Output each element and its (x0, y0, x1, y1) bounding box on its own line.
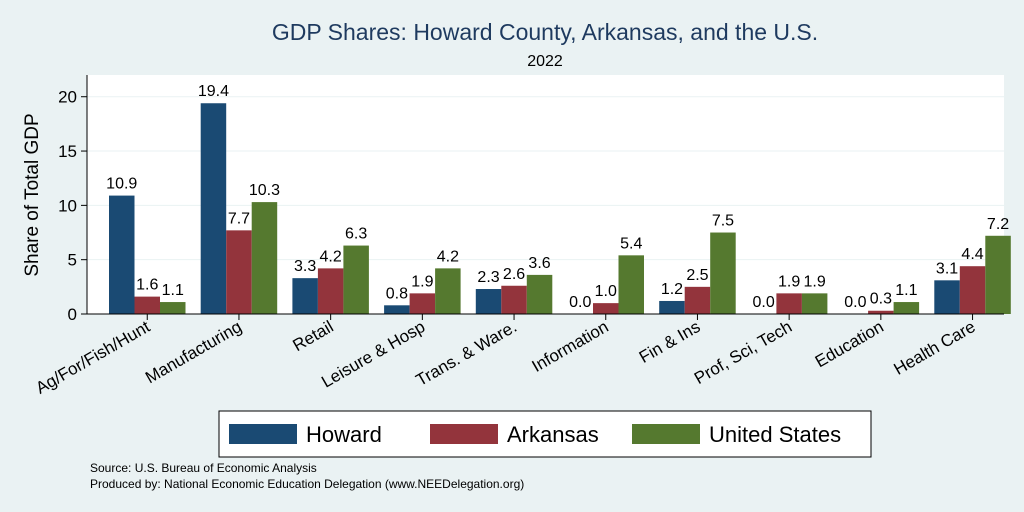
bar-united-states (801, 293, 828, 314)
x-tick-label: Retail (290, 317, 337, 355)
data-label: 1.6 (136, 277, 158, 294)
legend-label-arkansas: Arkansas (507, 422, 599, 447)
bar-howard (384, 305, 410, 314)
bar-howard (200, 103, 227, 314)
bar-arkansas (868, 310, 894, 314)
bar-united-states (618, 255, 644, 314)
bar-arkansas (684, 286, 711, 314)
bars (109, 103, 1011, 314)
source-note: Source: U.S. Bureau of Economic Analysis (90, 461, 317, 475)
data-label: 10.3 (249, 182, 280, 199)
data-label: 6.3 (345, 226, 367, 243)
bar-howard (659, 300, 685, 314)
data-label: 1.1 (162, 282, 184, 299)
chart-subtitle: 2022 (527, 53, 563, 70)
legend-label-howard: Howard (306, 422, 382, 447)
x-tick-label: Education (812, 317, 887, 371)
data-label: 1.9 (804, 273, 826, 290)
bar-howard (292, 278, 318, 314)
x-tick-label: Prof, Sci, Tech (691, 317, 795, 388)
data-labels: 10.91.6 1.119.47.710.33.34.26.30.81.94.22… (106, 83, 1009, 311)
data-label: 10.9 (106, 176, 137, 193)
data-label: 4.2 (437, 248, 459, 265)
data-label: 1.1 (895, 282, 917, 299)
x-tick-label: Ag/For/Fish/Hunt (32, 317, 153, 398)
y-tick-label: 10 (58, 196, 77, 215)
data-label: 4.2 (320, 248, 342, 265)
y-tick-label: 15 (58, 142, 77, 161)
bar-arkansas (409, 293, 436, 314)
y-tick-label: 20 (58, 88, 77, 107)
data-label: 5.4 (620, 235, 642, 252)
bar-united-states (985, 235, 1011, 314)
x-tick-label: Health Care (890, 317, 978, 379)
bar-arkansas (501, 285, 527, 314)
x-tick-label: Trans. & Ware. (413, 317, 520, 390)
data-label: 2.6 (503, 266, 525, 283)
data-label: 7.2 (987, 216, 1009, 233)
data-label: 0.0 (753, 294, 775, 311)
data-label: 1.9 (411, 273, 433, 290)
bar-united-states (251, 202, 278, 314)
chart-title: GDP Shares: Howard County, Arkansas, and… (272, 19, 818, 45)
legend-label-united-states: United States (709, 422, 841, 447)
data-label: 0.3 (870, 291, 892, 308)
bar-arkansas (593, 303, 619, 314)
bar-arkansas (959, 266, 986, 314)
y-tick-label: 5 (68, 251, 77, 270)
data-label: 19.4 (198, 83, 229, 100)
bar-united-states (710, 232, 736, 314)
legend-box (218, 410, 872, 458)
bar-arkansas (134, 296, 160, 314)
data-label: 3.6 (528, 255, 550, 272)
data-label: 0.8 (386, 285, 408, 302)
data-label: 2.5 (686, 267, 708, 284)
bar-arkansas (226, 230, 252, 314)
y-tick-label: 0 (68, 305, 77, 324)
bar-howard (475, 289, 502, 314)
y-axis-label: Share of Total GDP (22, 113, 43, 276)
data-label: 3.3 (294, 258, 316, 275)
bar-united-states (343, 245, 369, 314)
data-label: 1.9 (778, 273, 800, 290)
bar-united-states (526, 274, 553, 314)
legend: Howard Arkansas United States (218, 410, 872, 458)
legend-swatch-united-states (632, 424, 700, 444)
data-label: 2.3 (477, 269, 499, 286)
bar-arkansas (776, 293, 802, 314)
bar-united-states (893, 302, 920, 314)
x-tick-label: Fin & Ins (636, 317, 704, 367)
bar-howard (109, 195, 135, 314)
bar-arkansas (317, 268, 344, 314)
y-ticks: 0 5 10 15 20 (58, 88, 87, 324)
data-label: 1.2 (661, 281, 683, 298)
data-label: 3.1 (936, 260, 958, 277)
bar-howard (934, 280, 960, 314)
data-label: 7.7 (228, 210, 250, 227)
data-label: 7.5 (712, 213, 734, 230)
x-tick-label: Information (529, 317, 612, 376)
x-tick-label: Manufacturing (142, 317, 245, 387)
legend-swatch-howard (229, 424, 297, 444)
x-tick-label: Leisure & Hosp (318, 317, 428, 392)
bar-united-states (435, 268, 461, 314)
data-label: 1.0 (595, 283, 617, 300)
data-label: 0.0 (844, 294, 866, 311)
bar-united-states (160, 302, 186, 314)
data-label: 0.0 (569, 294, 591, 311)
legend-swatch-arkansas (430, 424, 498, 444)
data-label: 4.4 (961, 246, 983, 263)
produced-by-note: Produced by: National Economic Education… (90, 477, 524, 491)
